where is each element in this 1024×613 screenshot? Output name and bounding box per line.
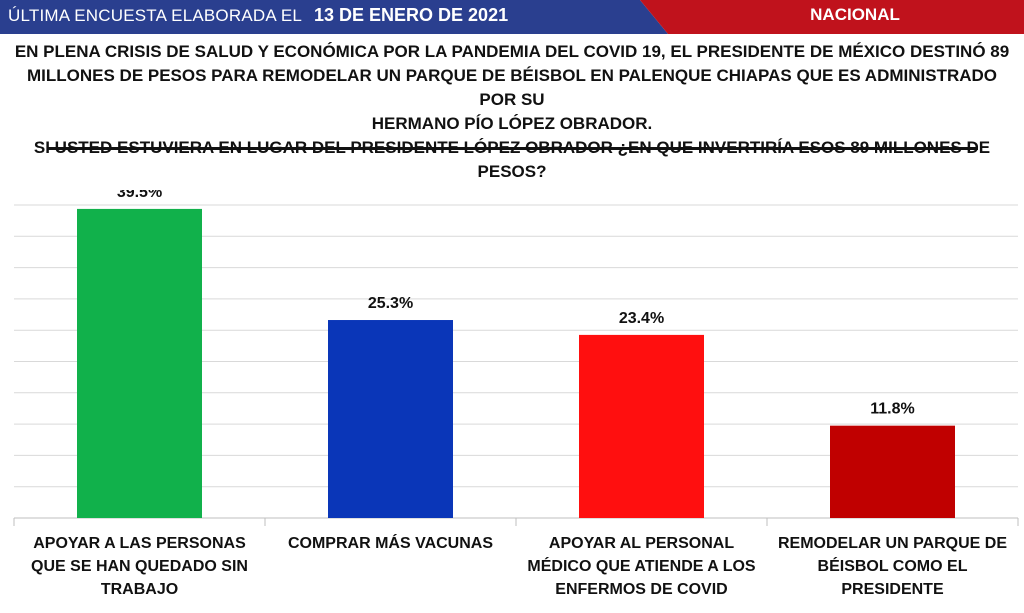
category-label: REMODELAR UN PARQUE DE <box>778 535 1007 552</box>
category-label: BÉISBOL COMO EL <box>818 556 968 575</box>
question-line: EN PLENA CRISIS DE SALUD Y ECONÓMICA POR… <box>14 42 1010 61</box>
category-label: MÉDICO QUE ATIENDE A LOS <box>527 556 755 575</box>
data-label: 23.4% <box>619 310 664 327</box>
category-label: PRESIDENTE <box>841 581 944 598</box>
category-label: QUE SE HAN QUEDADO SIN <box>31 558 248 575</box>
question-underline <box>48 147 978 150</box>
category-label: COMPRAR MÁS VACUNAS <box>288 533 493 552</box>
category-label: ENFERMOS DE COVID <box>555 581 727 598</box>
header-right-band <box>640 0 1024 34</box>
data-label: 25.3% <box>368 295 413 312</box>
category-label: APOYAR AL PERSONAL <box>549 535 734 552</box>
category-label: TRABAJO <box>101 581 178 598</box>
bar-chart: 39.5% APOYAR A LAS PERSONAS QUE SE HAN QUE… <box>13 190 1019 598</box>
data-label: 11.8% <box>870 401 914 418</box>
question-line: MILLONES DE PESOS PARA REMODELAR UN PARQ… <box>26 66 998 109</box>
data-label: 39.5% <box>117 190 162 201</box>
bar <box>328 320 453 518</box>
bar <box>830 425 955 518</box>
header-background <box>0 0 1024 34</box>
survey-question: EN PLENA CRISIS DE SALUD Y ECONÓMICA POR… <box>10 40 1014 184</box>
question-line: HERMANO PÍO LÓPEZ OBRADOR. <box>371 114 653 133</box>
bar <box>77 208 202 518</box>
scope-label: NACIONAL <box>810 5 900 24</box>
category-label: APOYAR A LAS PERSONAS <box>33 535 246 552</box>
header-bar: ÚLTIMA ENCUESTA ELABORADA EL 13 DE ENERO… <box>0 0 1024 34</box>
question-line: SI USTED ESTUVIERA EN LUGAR DEL PRESIDEN… <box>33 138 991 181</box>
header-left-band <box>0 0 668 34</box>
survey-label: ÚLTIMA ENCUESTA ELABORADA EL <box>8 6 303 25</box>
bar <box>579 334 704 518</box>
survey-date: 13 DE ENERO DE 2021 <box>314 5 509 25</box>
